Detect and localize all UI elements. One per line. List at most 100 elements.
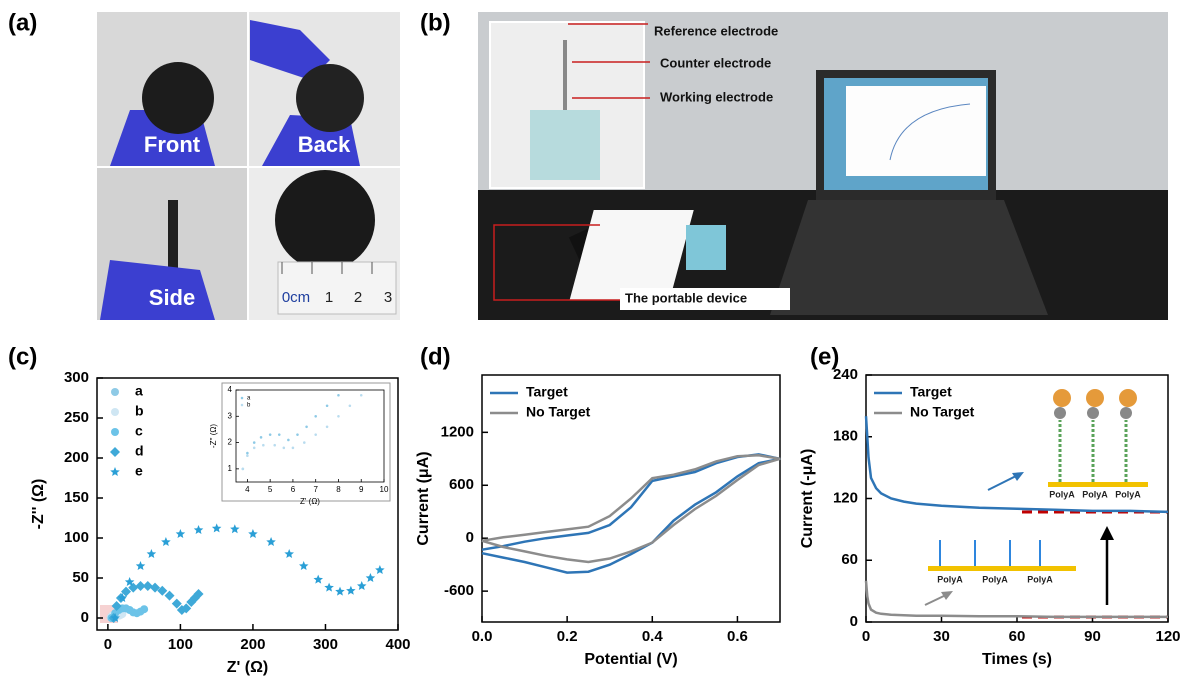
marker xyxy=(314,575,324,584)
marker xyxy=(212,523,222,532)
legend-label: Target xyxy=(526,384,568,400)
y-tick-label: 1200 xyxy=(441,423,474,440)
y-tick-label: 3 xyxy=(228,411,233,420)
marker xyxy=(287,439,290,442)
y-tick-label: 150 xyxy=(64,489,89,506)
y-tick-label: 250 xyxy=(64,409,89,426)
x-tick-label: 0.6 xyxy=(727,628,748,645)
ruler-label: 0cm xyxy=(282,289,310,306)
marker xyxy=(360,394,363,397)
marker xyxy=(248,529,258,538)
panel-label: (c) xyxy=(8,343,37,370)
line-series xyxy=(866,581,1168,617)
x-tick-label: 400 xyxy=(385,636,410,653)
annotation: PolyA xyxy=(1027,574,1053,584)
marker xyxy=(176,529,186,538)
annotation: PolyA xyxy=(1115,489,1141,499)
marker xyxy=(147,549,157,558)
marker xyxy=(299,561,309,570)
marker xyxy=(305,426,308,429)
x-tick-label: 30 xyxy=(933,628,950,645)
legend-label: No Target xyxy=(910,404,975,420)
x-tick-label: 5 xyxy=(268,485,273,494)
marker xyxy=(366,573,376,582)
y-tick-label: 50 xyxy=(72,569,89,586)
marker xyxy=(253,447,256,450)
panel-label: (a) xyxy=(8,9,37,36)
y-tick-label: 180 xyxy=(833,428,858,445)
marker xyxy=(262,444,265,447)
marker xyxy=(260,436,263,439)
legend-label: No Target xyxy=(526,404,591,420)
x-axis-title: Z' (Ω) xyxy=(227,659,269,676)
legend-label: b xyxy=(135,403,144,419)
ruler-label: 3 xyxy=(384,289,392,306)
x-tick-label: 10 xyxy=(380,485,389,494)
marker xyxy=(241,397,244,400)
marker xyxy=(303,441,306,444)
marker xyxy=(283,447,286,450)
y-axis-title: Current (μA) xyxy=(415,451,432,545)
marker xyxy=(326,404,329,407)
photo-label: Back xyxy=(298,132,351,157)
x-tick-label: 120 xyxy=(1155,628,1180,645)
y-tick-label: 100 xyxy=(64,529,89,546)
marker xyxy=(246,452,249,455)
x-tick-label: 0.2 xyxy=(557,628,578,645)
y-tick-label: 0 xyxy=(81,609,89,626)
annotation: PolyA xyxy=(1049,489,1075,499)
x-tick-label: 100 xyxy=(168,636,193,653)
marker xyxy=(337,394,340,397)
marker xyxy=(111,388,119,396)
legend-label: c xyxy=(135,423,143,439)
x-tick-label: 200 xyxy=(240,636,265,653)
marker xyxy=(278,433,281,436)
y-axis-title: -Z'' (Ω) xyxy=(30,479,47,530)
x-tick-label: 9 xyxy=(359,485,364,494)
y-axis-title: Current (-μA) xyxy=(799,449,816,549)
marker xyxy=(357,581,367,590)
y-tick-label: 300 xyxy=(64,369,89,386)
marker xyxy=(292,447,295,450)
y-tick-label: 0 xyxy=(850,613,858,630)
figure: (a) (b) (c) (d) (e) Front Back Side 0cm … xyxy=(0,0,1182,677)
x-tick-label: 0.0 xyxy=(472,628,493,645)
marker xyxy=(165,591,175,601)
y-tick-label: 4 xyxy=(228,385,233,394)
photo-label: Working electrode xyxy=(660,89,773,104)
legend-label: Target xyxy=(910,384,952,400)
legend-label: d xyxy=(135,443,144,459)
marker xyxy=(266,537,276,546)
panel-label: (d) xyxy=(420,343,451,370)
marker xyxy=(253,441,256,444)
photo-label: Front xyxy=(144,132,201,157)
x-axis-title: Potential (V) xyxy=(584,651,677,668)
x-axis-title: Z' (Ω) xyxy=(300,497,320,506)
photo-a: Front Back Side 0cm 1 2 3 xyxy=(97,12,400,320)
marker xyxy=(140,605,148,613)
ruler-label: 1 xyxy=(325,289,333,306)
x-axis-title: Times (s) xyxy=(982,651,1052,668)
ruler-label: 2 xyxy=(354,289,362,306)
x-tick-label: 4 xyxy=(245,485,250,494)
y-axis-title: -Z'' (Ω) xyxy=(209,424,218,448)
x-tick-label: 6 xyxy=(291,485,296,494)
legend-label: e xyxy=(135,463,143,479)
marker xyxy=(143,581,153,591)
marker xyxy=(246,454,249,457)
photo-label: Side xyxy=(149,285,195,310)
marker xyxy=(110,447,120,457)
x-tick-label: 0 xyxy=(104,636,112,653)
x-tick-label: 300 xyxy=(313,636,338,653)
annotation: PolyA xyxy=(1082,489,1108,499)
photo-b: Reference electrode Counter electrode Wo… xyxy=(478,12,1168,320)
marker xyxy=(161,537,171,546)
panel-label: (b) xyxy=(420,9,451,36)
marker xyxy=(284,549,294,558)
marker xyxy=(110,467,120,476)
y-tick-label: 60 xyxy=(841,551,858,568)
marker xyxy=(326,426,329,429)
marker xyxy=(314,415,317,418)
y-tick-label: 2 xyxy=(228,438,233,447)
y-tick-label: 240 xyxy=(833,366,858,383)
